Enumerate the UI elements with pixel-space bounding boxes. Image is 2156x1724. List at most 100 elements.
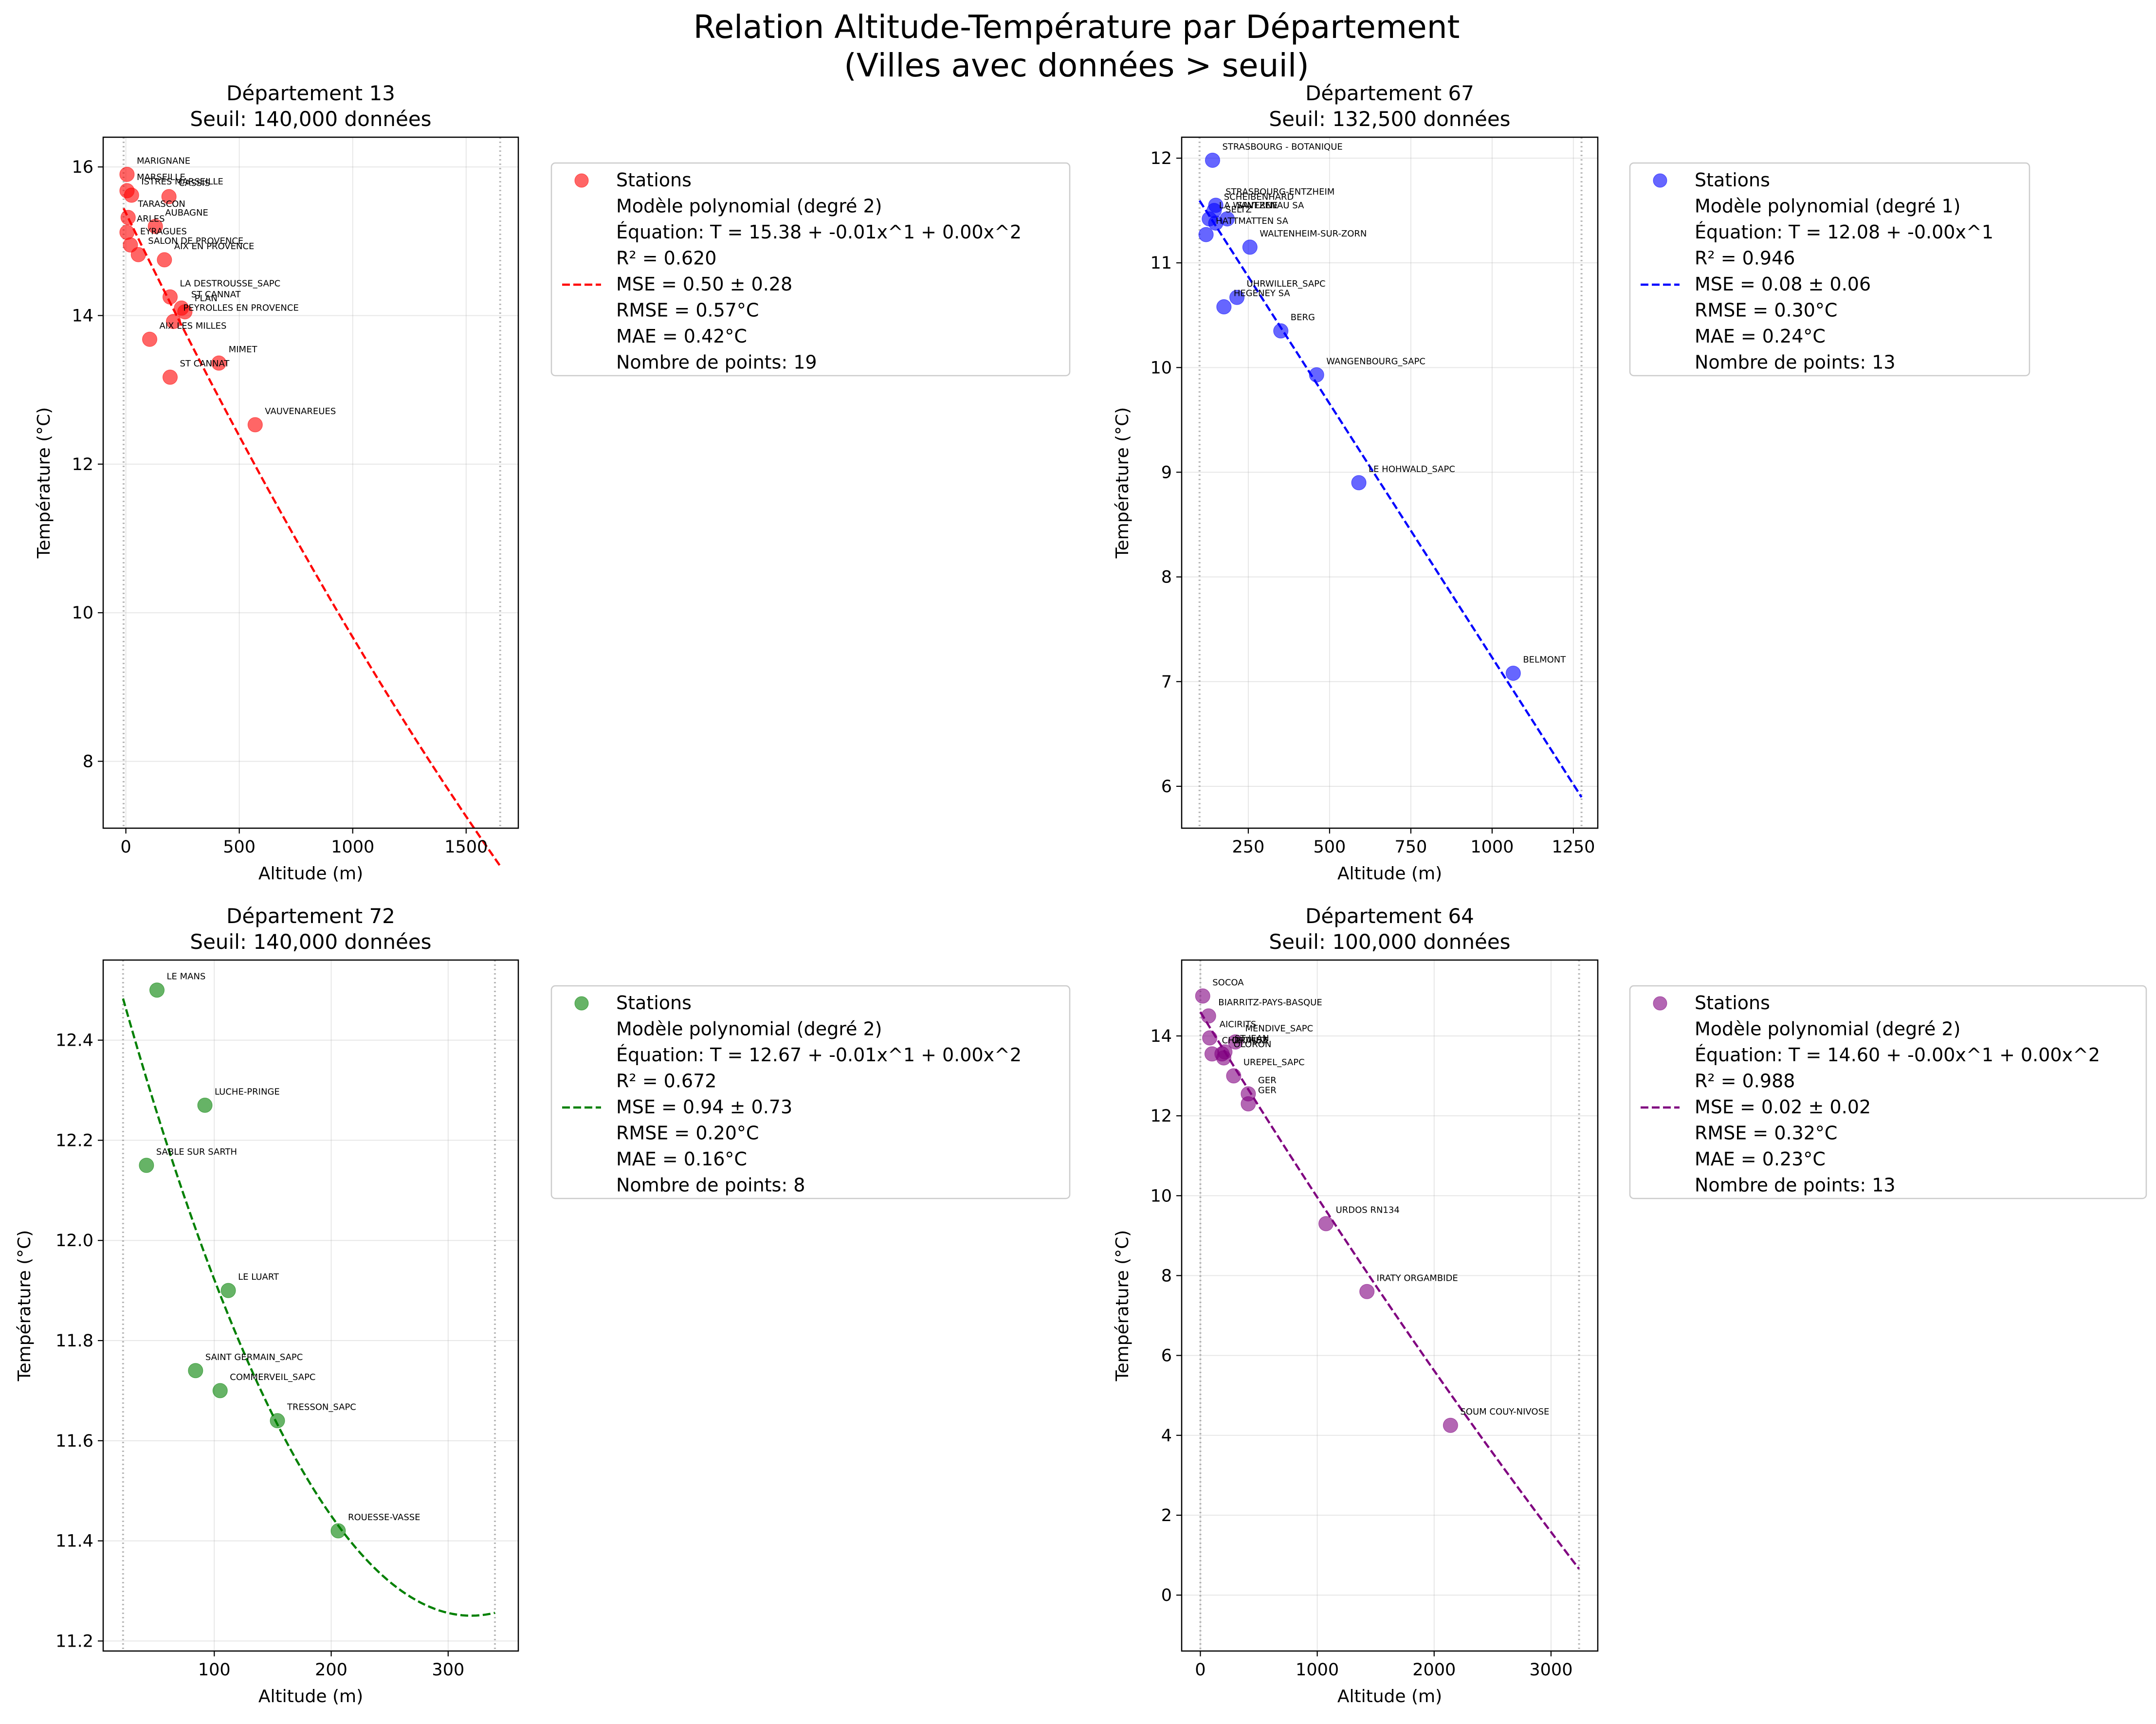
model-curve — [1199, 1011, 1580, 1570]
legend-box — [550, 985, 1071, 1199]
station-label: HATTMATTEN SA — [1216, 216, 1289, 226]
station-point — [119, 166, 135, 182]
x-axis-label: Altitude (m) — [258, 1687, 363, 1706]
legend: Stations Modèle polynomial (degré 2) Équat… — [1629, 985, 2147, 1199]
x-tick-label: 500 — [1314, 837, 1346, 857]
station-label: UHRWILLER_SAPC — [1247, 279, 1326, 289]
station-label: HEGENEY SA — [1234, 289, 1291, 299]
station-point — [149, 982, 165, 998]
legend-entry: MSE = 0.02 ± 0.02 — [1695, 1096, 1871, 1118]
x-tick-label: 1000 — [1470, 837, 1514, 857]
x-axis-label: Altitude (m) — [1337, 1687, 1442, 1706]
station-point — [1216, 299, 1232, 315]
x-axis-label: Altitude (m) — [1337, 864, 1442, 884]
x-tick-label: 0 — [120, 837, 131, 857]
y-tick-label: 10 — [1150, 358, 1172, 378]
station-label: SCHEIBENHARD — [1224, 192, 1294, 202]
station-label: ST JEAN — [1235, 1034, 1269, 1044]
x-tick-label: 1000 — [331, 837, 374, 857]
y-axis-label: Température (°C) — [1113, 1230, 1133, 1382]
station-point — [120, 210, 136, 225]
station-label: CHERAUTE — [1222, 1035, 1269, 1046]
legend: Stations Modèle polynomial (degré 1) Équat… — [1629, 162, 2030, 377]
legend-box — [550, 162, 1071, 377]
station-label: GER — [1258, 1085, 1277, 1095]
legend-entry: Nombre de points: 13 — [1695, 352, 1896, 373]
x-tick-label: 1000 — [1296, 1660, 1339, 1680]
station-label: MARIGNANE — [137, 156, 190, 166]
station-label: PEYROLLES EN PROVENCE — [183, 303, 298, 313]
y-tick-label: 10 — [1150, 1186, 1172, 1206]
legend-entry: MSE = 0.94 ± 0.73 — [616, 1096, 792, 1118]
station-label: WALTENHEIM-SUR-ZORN — [1260, 229, 1367, 239]
station-point — [1309, 367, 1324, 382]
chart-panel-2: STRASBOURG - BOTANIQUE STRASBOURG-ENTZHEI… — [1113, 81, 2030, 884]
legend-entry: R² = 0.988 — [1695, 1071, 1795, 1092]
legend-entry: Modèle polynomial (degré 2) — [616, 196, 882, 217]
y-axis-label: Température (°C) — [15, 1230, 35, 1382]
chart-title-line-1: Département 13 — [226, 81, 395, 105]
legend-entry: Stations — [616, 992, 692, 1014]
legend-marker-stations — [574, 996, 589, 1011]
station-label: ST CANNAT — [180, 359, 230, 369]
axes-frame — [1181, 959, 1599, 1652]
station-label: LA DESTROUSSE_SAPC — [180, 278, 281, 289]
station-label: EYRAGUES — [140, 226, 187, 236]
station-label: ARLES — [137, 214, 165, 224]
station-label: LA WANTZENAU SA — [1219, 200, 1304, 211]
x-axis-label: Altitude (m) — [258, 864, 363, 884]
y-tick-label: 11 — [1150, 254, 1172, 273]
station-point — [130, 247, 146, 262]
legend-entry: Équation: T = 14.60 + -0.00x^1 + 0.00x^2 — [1695, 1044, 2100, 1066]
station-point — [119, 224, 135, 240]
y-tick-label: 0 — [1161, 1586, 1172, 1605]
chart-title-line-1: Département 64 — [1305, 904, 1474, 928]
legend-entry: R² = 0.672 — [616, 1071, 716, 1092]
y-tick-label: 10 — [72, 603, 93, 623]
station-point — [1229, 290, 1245, 305]
station-point — [1201, 1008, 1216, 1024]
station-point — [1195, 988, 1210, 1004]
legend-marker-stations — [1653, 173, 1667, 188]
y-tick-label: 16 — [72, 158, 93, 177]
legend: Stations Modèle polynomial (degré 2) Équat… — [550, 162, 1071, 377]
station-point — [165, 314, 181, 329]
station-label: SOUM COUY-NIVOSE — [1460, 1407, 1549, 1417]
legend-box — [1629, 162, 2030, 377]
y-tick-label: 11.2 — [55, 1632, 93, 1651]
station-point — [1198, 227, 1214, 242]
chart-panel-4: SOCOA BIARRITZ-PAYS-BASQUE AICIRITSMENDIVE… — [1113, 904, 2147, 1706]
station-label: PLAN — [195, 293, 218, 304]
station-point — [188, 1363, 203, 1379]
station-label: ISTRES MARSEILLE — [141, 177, 223, 187]
legend-entry: Nombre de points: 19 — [616, 352, 817, 373]
station-point — [1505, 666, 1521, 681]
station-label: BIARRITZ-PAYS-BASQUE — [1218, 998, 1322, 1008]
station-label: ORTHEZ — [1232, 1035, 1268, 1046]
station-label: WANGENBOURG_SAPC — [1326, 356, 1425, 366]
legend-entry: RMSE = 0.32°C — [1695, 1123, 1837, 1144]
y-tick-label: 12.2 — [55, 1131, 93, 1150]
legend-entry: R² = 0.946 — [1695, 248, 1795, 269]
model-curve — [1198, 200, 1583, 798]
station-label: SAINT GERMAIN_SAPC — [205, 1352, 303, 1362]
legend-entry: RMSE = 0.30°C — [1695, 300, 1837, 321]
y-tick-label: 11.6 — [55, 1432, 93, 1451]
station-label: BERG — [1291, 312, 1315, 323]
legend-entry: MSE = 0.50 ± 0.28 — [616, 273, 792, 295]
y-axis-label: Température (°C) — [1113, 407, 1133, 559]
station-point — [270, 1413, 285, 1429]
station-point — [1227, 1034, 1243, 1050]
x-tick-label: 500 — [223, 837, 256, 857]
legend-entry: Équation: T = 12.08 + -0.00x^1 — [1695, 221, 1993, 243]
station-label: UREPEL_SAPC — [1243, 1057, 1305, 1068]
station-point — [211, 355, 227, 371]
station-label: LE LUART — [238, 1272, 279, 1282]
station-label: SELTZ — [1225, 204, 1252, 215]
station-label: LE MANS — [167, 972, 206, 982]
chart-title-line-1: Département 67 — [1305, 81, 1474, 105]
station-label: TARASCON — [137, 199, 185, 209]
station-label: VAUVENAREUES — [265, 406, 336, 417]
y-tick-label: 8 — [83, 752, 93, 772]
